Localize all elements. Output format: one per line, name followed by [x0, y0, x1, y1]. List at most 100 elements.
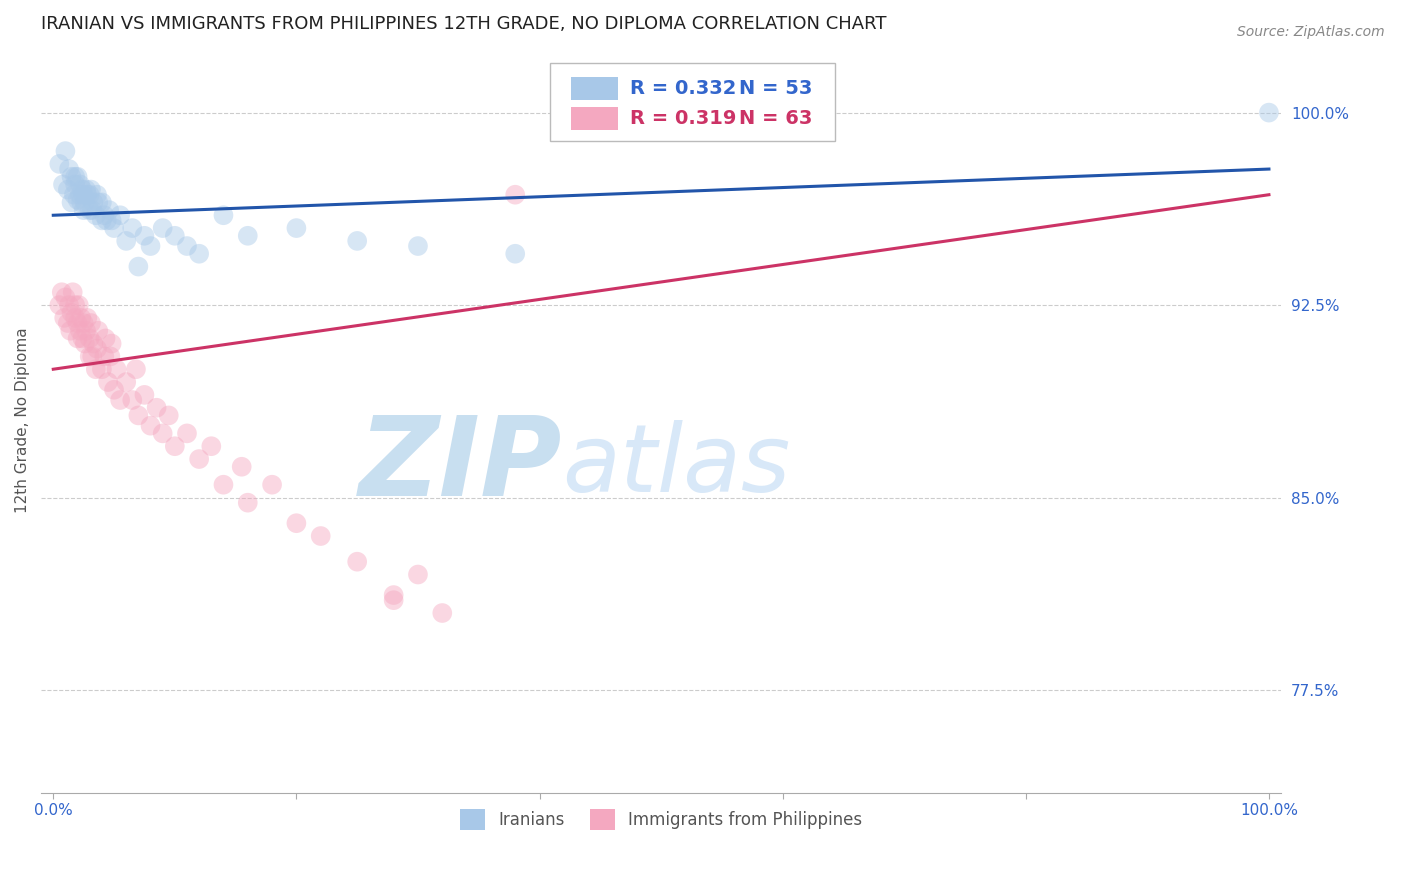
- Point: [285, 516, 308, 531]
- Point: [200, 439, 222, 453]
- Point: [55, 144, 77, 158]
- Point: [100, 336, 122, 351]
- Point: [100, 350, 122, 364]
- Text: ZIP: ZIP: [359, 412, 562, 519]
- Point: [176, 426, 198, 441]
- Point: [73, 203, 96, 218]
- Point: [382, 593, 405, 607]
- Point: [127, 409, 149, 423]
- Point: [63, 310, 86, 325]
- Point: [231, 459, 253, 474]
- Point: [285, 221, 308, 235]
- Point: [80, 316, 103, 330]
- Point: [90, 195, 112, 210]
- Point: [121, 221, 143, 235]
- Point: [51, 285, 73, 300]
- Point: [134, 388, 156, 402]
- Point: [108, 208, 131, 222]
- Point: [309, 529, 332, 543]
- Text: N = 63: N = 63: [740, 109, 813, 128]
- Point: [125, 362, 148, 376]
- Point: [48, 157, 70, 171]
- Legend: Iranians, Immigrants from Philippines: Iranians, Immigrants from Philippines: [453, 803, 869, 837]
- Point: [72, 331, 94, 345]
- Point: [76, 310, 98, 325]
- Point: [100, 213, 122, 227]
- Point: [503, 187, 526, 202]
- Point: [56, 316, 79, 330]
- Point: [63, 178, 86, 192]
- Point: [75, 324, 97, 338]
- Point: [152, 221, 174, 235]
- Point: [406, 567, 429, 582]
- Point: [76, 187, 98, 202]
- Point: [93, 208, 115, 222]
- Point: [1258, 105, 1281, 120]
- Point: [262, 477, 284, 491]
- Point: [80, 183, 103, 197]
- Point: [96, 213, 118, 227]
- Point: [93, 350, 115, 364]
- Point: [87, 324, 110, 338]
- Point: [82, 336, 104, 351]
- Point: [73, 187, 96, 202]
- Text: atlas: atlas: [562, 420, 790, 511]
- Point: [188, 246, 211, 260]
- Point: [60, 195, 83, 210]
- Point: [86, 342, 108, 356]
- Point: [63, 298, 86, 312]
- Point: [66, 331, 89, 345]
- Point: [60, 306, 83, 320]
- Point: [346, 234, 368, 248]
- Point: [72, 183, 94, 197]
- Point: [60, 169, 83, 184]
- Point: [145, 401, 167, 415]
- Point: [212, 208, 235, 222]
- Point: [90, 362, 112, 376]
- Point: [139, 239, 162, 253]
- Y-axis label: 12th Grade, No Diploma: 12th Grade, No Diploma: [15, 327, 30, 514]
- Point: [73, 316, 96, 330]
- Point: [134, 228, 156, 243]
- Point: [163, 439, 186, 453]
- Point: [58, 162, 80, 177]
- Point: [236, 228, 259, 243]
- Point: [152, 426, 174, 441]
- Point: [188, 452, 211, 467]
- Point: [432, 606, 454, 620]
- Point: [115, 234, 138, 248]
- Point: [98, 203, 121, 218]
- Point: [346, 555, 368, 569]
- Point: [70, 195, 93, 210]
- Point: [503, 246, 526, 260]
- Point: [115, 375, 138, 389]
- Text: R = 0.332: R = 0.332: [630, 79, 737, 98]
- Point: [75, 183, 97, 197]
- Point: [52, 178, 75, 192]
- Point: [382, 588, 405, 602]
- Point: [63, 169, 86, 184]
- Point: [73, 336, 96, 351]
- Text: Source: ZipAtlas.com: Source: ZipAtlas.com: [1237, 25, 1385, 39]
- Point: [79, 187, 101, 202]
- Point: [90, 213, 112, 227]
- Point: [127, 260, 149, 274]
- Point: [87, 195, 110, 210]
- Point: [86, 187, 108, 202]
- Point: [66, 316, 89, 330]
- Point: [56, 183, 79, 197]
- Point: [406, 239, 429, 253]
- Point: [94, 331, 117, 345]
- Point: [121, 392, 143, 407]
- Point: [69, 187, 91, 202]
- Point: [58, 298, 80, 312]
- Point: [236, 496, 259, 510]
- FancyBboxPatch shape: [550, 63, 835, 142]
- Point: [79, 331, 101, 345]
- Bar: [571, 78, 617, 100]
- Point: [97, 375, 120, 389]
- Point: [73, 195, 96, 210]
- Point: [69, 178, 91, 192]
- Point: [48, 298, 70, 312]
- Point: [79, 350, 101, 364]
